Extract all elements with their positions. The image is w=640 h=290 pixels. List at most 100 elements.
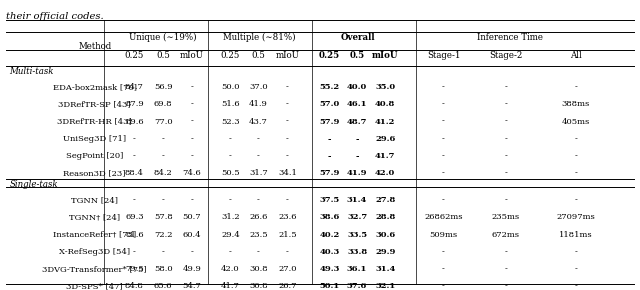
Text: -: - xyxy=(442,152,445,160)
Text: -: - xyxy=(442,100,445,108)
Text: 30.8: 30.8 xyxy=(249,282,268,290)
Text: 0.5: 0.5 xyxy=(252,50,266,60)
Text: -: - xyxy=(355,135,359,143)
Text: 40.3: 40.3 xyxy=(319,248,340,256)
Text: 89.6: 89.6 xyxy=(125,117,144,126)
Text: 0.5: 0.5 xyxy=(156,50,170,60)
Text: -: - xyxy=(504,83,507,91)
Text: 51.6: 51.6 xyxy=(221,100,240,108)
Text: -: - xyxy=(286,83,289,91)
Text: EDA-box2mask [70]: EDA-box2mask [70] xyxy=(52,83,137,91)
Text: 69.3: 69.3 xyxy=(125,213,144,221)
Text: TGNN [24]: TGNN [24] xyxy=(71,196,118,204)
Text: -: - xyxy=(257,196,260,204)
Text: 31.7: 31.7 xyxy=(249,169,268,177)
Text: 57.0: 57.0 xyxy=(319,100,340,108)
Text: -: - xyxy=(575,282,577,290)
Text: 0.25: 0.25 xyxy=(125,50,144,60)
Text: -: - xyxy=(162,152,164,160)
Text: 57.8: 57.8 xyxy=(154,213,173,221)
Text: 38.6: 38.6 xyxy=(319,213,340,221)
Text: 55.2: 55.2 xyxy=(319,83,340,91)
Text: TGNN† [24]: TGNN† [24] xyxy=(69,213,120,221)
Text: -: - xyxy=(442,83,445,91)
Text: Unique (∼19%): Unique (∼19%) xyxy=(129,33,197,42)
Text: 60.4: 60.4 xyxy=(182,231,202,239)
Text: 26862ms: 26862ms xyxy=(424,213,463,221)
Text: -: - xyxy=(229,135,232,143)
Text: 42.0: 42.0 xyxy=(375,169,396,177)
Text: 50.5: 50.5 xyxy=(221,169,240,177)
Text: 35.0: 35.0 xyxy=(375,83,396,91)
Text: 509ms: 509ms xyxy=(429,231,458,239)
Text: 40.2: 40.2 xyxy=(319,231,340,239)
Text: -: - xyxy=(442,135,445,143)
Text: 3DRefTR-SP [43]: 3DRefTR-SP [43] xyxy=(58,100,131,108)
Text: Stage-2: Stage-2 xyxy=(489,50,522,60)
Text: 23.5: 23.5 xyxy=(249,231,268,239)
Text: 672ms: 672ms xyxy=(492,231,520,239)
Text: 79.5: 79.5 xyxy=(125,265,144,273)
Text: 27.0: 27.0 xyxy=(278,265,296,273)
Text: 56.9: 56.9 xyxy=(154,83,173,91)
Text: 30.8: 30.8 xyxy=(249,265,268,273)
Text: 32.7: 32.7 xyxy=(347,213,367,221)
Text: -: - xyxy=(191,196,193,204)
Text: InstanceRefer† [73]: InstanceRefer† [73] xyxy=(53,231,136,239)
Text: 74.6: 74.6 xyxy=(182,169,202,177)
Text: 29.6: 29.6 xyxy=(375,135,396,143)
Text: 54.7: 54.7 xyxy=(182,282,202,290)
Text: 48.7: 48.7 xyxy=(347,117,367,126)
Text: 65.6: 65.6 xyxy=(154,282,172,290)
Text: -: - xyxy=(355,152,359,160)
Text: 1181ms: 1181ms xyxy=(559,231,593,239)
Text: 30.6: 30.6 xyxy=(375,231,396,239)
Text: 27.8: 27.8 xyxy=(375,196,396,204)
Text: -: - xyxy=(328,152,332,160)
Text: -: - xyxy=(162,248,164,256)
Text: All: All xyxy=(570,50,582,60)
Text: -: - xyxy=(257,248,260,256)
Text: 29.4: 29.4 xyxy=(221,231,240,239)
Text: -: - xyxy=(504,135,507,143)
Text: SegPoint [20]: SegPoint [20] xyxy=(66,152,124,160)
Text: -: - xyxy=(286,135,289,143)
Text: -: - xyxy=(133,196,136,204)
Text: -: - xyxy=(229,152,232,160)
Text: -: - xyxy=(504,100,507,108)
Text: 69.8: 69.8 xyxy=(154,100,173,108)
Text: -: - xyxy=(575,135,577,143)
Text: -: - xyxy=(575,248,577,256)
Text: 31.4: 31.4 xyxy=(347,196,367,204)
Text: -: - xyxy=(575,196,577,204)
Text: 37.6: 37.6 xyxy=(347,282,367,290)
Text: 40.8: 40.8 xyxy=(375,100,396,108)
Text: X-RefSeg3D [54]: X-RefSeg3D [54] xyxy=(59,248,131,256)
Text: -: - xyxy=(575,83,577,91)
Text: -: - xyxy=(133,152,136,160)
Text: -: - xyxy=(191,83,193,91)
Text: 28.8: 28.8 xyxy=(375,213,396,221)
Text: 58.0: 58.0 xyxy=(154,265,173,273)
Text: -: - xyxy=(442,282,445,290)
Text: 52.3: 52.3 xyxy=(221,117,240,126)
Text: -: - xyxy=(328,135,332,143)
Text: 50.1: 50.1 xyxy=(319,282,340,290)
Text: 0.25: 0.25 xyxy=(221,50,240,60)
Text: 27097ms: 27097ms xyxy=(557,213,595,221)
Text: 84.2: 84.2 xyxy=(154,169,173,177)
Text: 72.2: 72.2 xyxy=(154,231,172,239)
Text: -: - xyxy=(504,265,507,273)
Text: -: - xyxy=(504,169,507,177)
Text: 3DRefTR-HR [43]: 3DRefTR-HR [43] xyxy=(58,117,132,126)
Text: -: - xyxy=(504,117,507,126)
Text: -: - xyxy=(286,100,289,108)
Text: -: - xyxy=(286,152,289,160)
Text: 50.7: 50.7 xyxy=(182,213,202,221)
Text: 46.1: 46.1 xyxy=(347,100,367,108)
Text: Stage-1: Stage-1 xyxy=(427,50,460,60)
Text: 41.7: 41.7 xyxy=(221,282,240,290)
Text: 88.4: 88.4 xyxy=(125,169,144,177)
Text: -: - xyxy=(504,196,507,204)
Text: -: - xyxy=(191,100,193,108)
